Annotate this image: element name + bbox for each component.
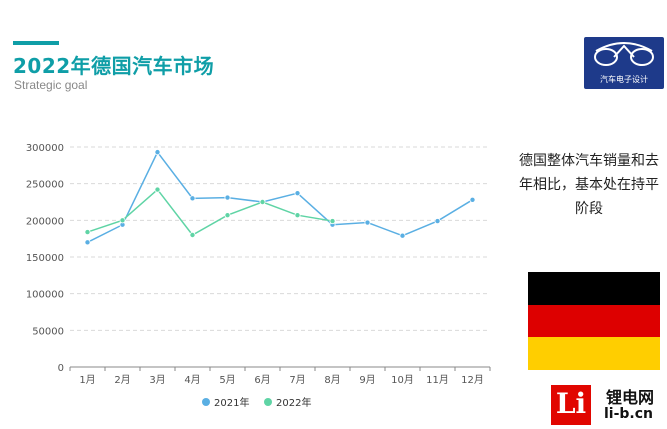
series-line-1 xyxy=(87,150,473,244)
data-point xyxy=(189,195,196,202)
x-tick-label: 9月 xyxy=(359,374,375,386)
y-tick-label: 250000 xyxy=(26,180,64,191)
data-point xyxy=(469,196,476,203)
data-point xyxy=(224,212,231,219)
brand-glyph: Li xyxy=(555,387,587,420)
data-point xyxy=(154,149,161,156)
data-point xyxy=(189,232,196,239)
y-tick-label: 300000 xyxy=(26,143,64,154)
series-line-2 xyxy=(87,188,333,236)
x-tick-label: 2月 xyxy=(114,374,130,386)
flag-stripe-black xyxy=(528,272,660,305)
car-logo-icon xyxy=(594,42,654,66)
data-point xyxy=(259,199,266,206)
german-flag xyxy=(528,272,660,370)
x-tick-label: 6月 xyxy=(254,374,270,386)
y-tick-label: 0 xyxy=(58,363,64,374)
sales-line-chart: 0 50000 100000 150000 200000 250000 300000 1月 2月… xyxy=(26,143,491,409)
x-tick-label: 8月 xyxy=(324,374,340,386)
data-point xyxy=(154,186,161,193)
legend-label: 2021年 xyxy=(214,396,249,409)
x-tick-label: 11月 xyxy=(426,374,449,386)
note-text: 德国整体汽车销量和去年相比，基本处在持平阶段 xyxy=(519,153,659,217)
x-tick-label: 3月 xyxy=(149,374,165,386)
brand-url: li-b.cn xyxy=(604,406,654,422)
flag-stripe-red xyxy=(528,304,660,338)
data-point xyxy=(434,218,441,225)
accent-bar xyxy=(13,41,59,45)
data-point xyxy=(399,232,406,239)
y-tick-label: 200000 xyxy=(26,216,64,227)
legend-marker xyxy=(202,398,210,406)
data-point xyxy=(84,229,91,236)
y-tick-label: 100000 xyxy=(26,290,64,301)
logo: 汽车电子设计 xyxy=(584,37,664,89)
data-point xyxy=(84,239,91,246)
flag-stripe-gold xyxy=(528,337,660,370)
page-title: 2022年德国汽车市场 xyxy=(13,54,215,78)
x-tick-label: 7月 xyxy=(289,374,305,386)
data-point xyxy=(329,218,336,225)
x-tick-label: 10月 xyxy=(391,374,414,386)
y-tick-label: 50000 xyxy=(32,326,64,337)
legend-label: 2022年 xyxy=(276,396,311,409)
x-tick-label: 4月 xyxy=(184,374,200,386)
legend-marker xyxy=(264,398,272,406)
page-subtitle: Strategic goal xyxy=(14,78,88,92)
brand-name: 锂电网 xyxy=(606,388,655,407)
data-point xyxy=(294,190,301,197)
x-tick-label: 1月 xyxy=(79,374,95,386)
data-point xyxy=(224,194,231,201)
x-tick-label: 5月 xyxy=(219,374,235,386)
logo-text: 汽车电子设计 xyxy=(600,75,648,84)
data-point xyxy=(364,219,371,226)
data-point xyxy=(294,212,301,219)
data-point xyxy=(119,217,126,224)
x-tick-label: 12月 xyxy=(461,374,484,386)
brand-logo: Li xyxy=(551,385,591,425)
y-tick-label: 150000 xyxy=(26,253,64,264)
